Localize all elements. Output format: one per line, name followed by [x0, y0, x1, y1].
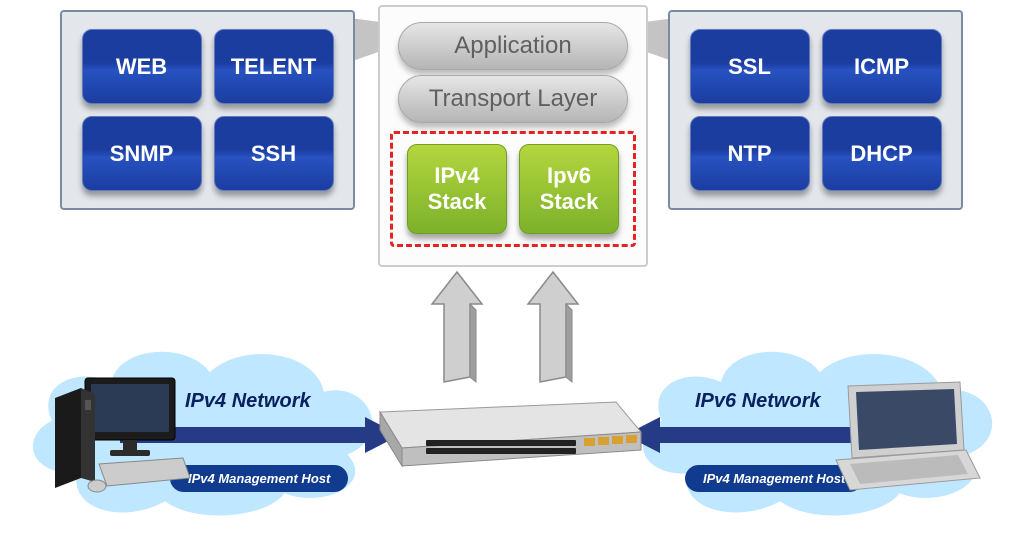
network-switch-icon	[378, 398, 643, 468]
tile-label: ICMP	[854, 54, 909, 80]
tile-dhcp: DHCP	[822, 116, 942, 191]
transport-label: Transport Layer	[429, 85, 598, 113]
tile-snmp: SNMP	[82, 116, 202, 191]
tile-label: TELENT	[231, 54, 317, 80]
ip-stack-container: IPv4 Stack Ipv6 Stack	[390, 131, 636, 247]
desktop-computer-icon	[55, 378, 190, 498]
laptop-icon	[830, 382, 980, 492]
stack-line1: Ipv6	[547, 163, 591, 189]
tile-ssl: SSL	[690, 29, 810, 104]
stack-line1: IPv4	[434, 163, 479, 189]
tile-label: SSH	[251, 141, 296, 167]
ipv6-stack-tile: Ipv6 Stack	[519, 144, 619, 234]
application-pill: Application	[398, 22, 628, 70]
tile-label: SSL	[728, 54, 771, 80]
ipv4-stack-tile: IPv4 Stack	[407, 144, 507, 234]
tile-telnet: TELENT	[214, 29, 334, 104]
stack-line2: Stack	[540, 189, 599, 215]
ipv4-network-label: IPv4 Network	[185, 390, 311, 413]
tile-web: WEB	[82, 29, 202, 104]
tile-label: DHCP	[850, 141, 912, 167]
tile-ntp: NTP	[690, 116, 810, 191]
transport-pill: Transport Layer	[398, 75, 628, 123]
application-label: Application	[454, 32, 571, 60]
stack-line2: Stack	[428, 189, 487, 215]
up-arrow-right	[528, 272, 578, 382]
tile-label: WEB	[116, 54, 167, 80]
tile-icmp: ICMP	[822, 29, 942, 104]
up-arrow-left	[432, 272, 482, 382]
right-protocol-panel: SSL ICMP NTP DHCP	[668, 10, 963, 210]
tile-ssh: SSH	[214, 116, 334, 191]
ipv6-network-label: IPv6 Network	[695, 390, 821, 413]
ipv4-host-pill: IPv4 Management Host	[170, 465, 348, 492]
center-stack-panel: Application Transport Layer IPv4 Stack I…	[378, 5, 648, 267]
left-protocol-panel: WEB TELENT SNMP SSH	[60, 10, 355, 210]
tile-label: NTP	[728, 141, 772, 167]
tile-label: SNMP	[110, 141, 174, 167]
